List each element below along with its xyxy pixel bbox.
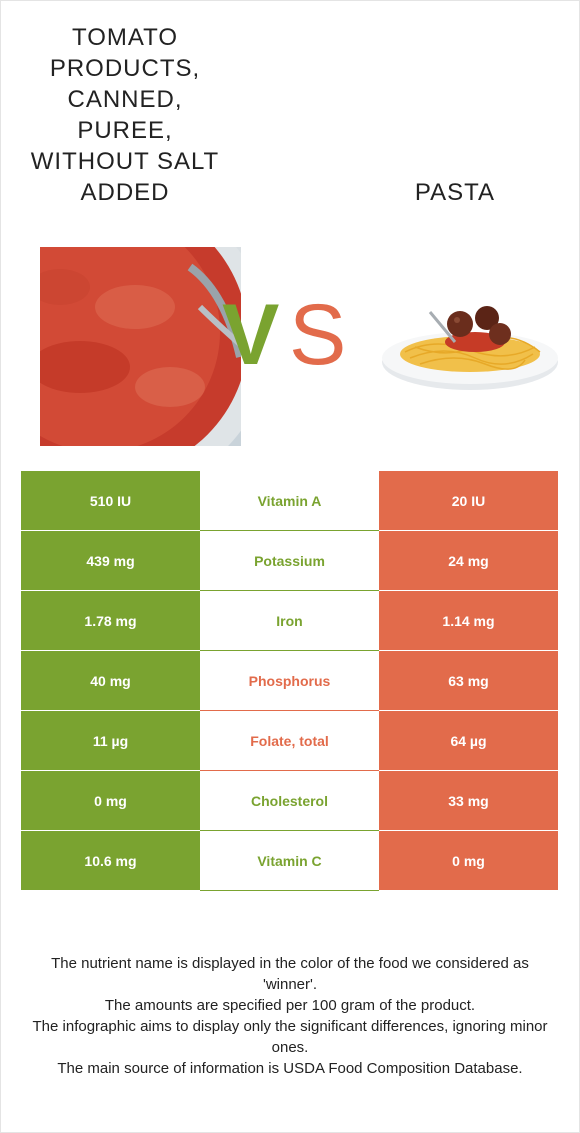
footnote-line: The nutrient name is displayed in the co…: [51, 955, 529, 993]
table-row: 510 IU Vitamin A 20 IU: [21, 471, 558, 531]
right-value-cell: 64 µg: [379, 711, 558, 770]
row-divider: [21, 650, 200, 651]
table-row: 1.78 mg Iron 1.14 mg: [21, 591, 558, 651]
footnote-line: The infographic aims to display only the…: [32, 1018, 548, 1056]
footnote: The nutrient name is displayed in the co…: [30, 953, 550, 1079]
row-divider: [379, 590, 558, 591]
row-divider: [379, 890, 558, 891]
right-value-cell: 33 mg: [379, 771, 558, 830]
vs-label: V S: [222, 290, 352, 380]
nutrient-name-cell: Potassium: [254, 552, 325, 569]
table-row: 11 µg Folate, total 64 µg: [21, 711, 558, 771]
left-value-cell: 10.6 mg: [21, 831, 200, 890]
nutrient-name-cell: Folate, total: [250, 732, 329, 749]
row-divider: [379, 830, 558, 831]
row-divider: [21, 590, 200, 591]
row-divider: [21, 830, 200, 831]
row-divider: [200, 530, 379, 531]
right-value-cell: 20 IU: [379, 471, 558, 530]
nutrient-name-cell: Vitamin A: [257, 492, 322, 509]
row-divider: [21, 710, 200, 711]
vs-letter-s: S: [289, 287, 347, 383]
right-value-cell: 63 mg: [379, 651, 558, 710]
left-value-cell: 439 mg: [21, 531, 200, 590]
row-divider: [21, 890, 200, 891]
table-row: 10.6 mg Vitamin C 0 mg: [21, 831, 558, 891]
row-divider: [200, 830, 379, 831]
footnote-line: The amounts are specified per 100 gram o…: [104, 997, 476, 1014]
row-divider: [200, 710, 379, 711]
nutrient-name-cell: Cholesterol: [250, 792, 328, 809]
right-value-cell: 0 mg: [379, 831, 558, 890]
footnote-line: The main source of information is USDA F…: [57, 1060, 523, 1077]
row-divider: [379, 650, 558, 651]
vs-letter-v: V: [222, 287, 280, 383]
row-divider: [200, 650, 379, 651]
row-divider: [379, 710, 558, 711]
left-value-cell: 1.78 mg: [21, 591, 200, 650]
spaghetti-meatballs-plate-image: [382, 306, 558, 390]
table-row: 40 mg Phosphorus 63 mg: [21, 651, 558, 711]
left-value-cell: 0 mg: [21, 771, 200, 830]
row-divider: [21, 530, 200, 531]
nutrient-name-cell: Vitamin C: [257, 852, 322, 869]
left-value-cell: 11 µg: [21, 711, 200, 770]
right-value-cell: 1.14 mg: [379, 591, 558, 650]
left-food-title: TOMATO PRODUCTS, CANNED, PUREE, WITHOUT …: [30, 24, 220, 206]
table-row: 439 mg Potassium 24 mg: [21, 531, 558, 591]
tomato-puree-bowl-image: [40, 247, 241, 446]
row-divider: [21, 770, 200, 771]
right-value-cell: 24 mg: [379, 531, 558, 590]
left-value-cell: 510 IU: [21, 471, 200, 530]
table-row: 0 mg Cholesterol 33 mg: [21, 771, 558, 831]
right-food-title: PASTA: [414, 179, 496, 206]
row-divider: [379, 530, 558, 531]
nutrient-name-cell: Iron: [276, 612, 303, 629]
row-divider: [200, 590, 379, 591]
row-divider: [200, 890, 379, 891]
nutrient-name-cell: Phosphorus: [248, 672, 331, 689]
left-value-cell: 40 mg: [21, 651, 200, 710]
comparison-table: 510 IU Vitamin A 20 IU 439 mg Potassium …: [21, 471, 558, 891]
row-divider: [200, 770, 379, 771]
row-divider: [379, 770, 558, 771]
